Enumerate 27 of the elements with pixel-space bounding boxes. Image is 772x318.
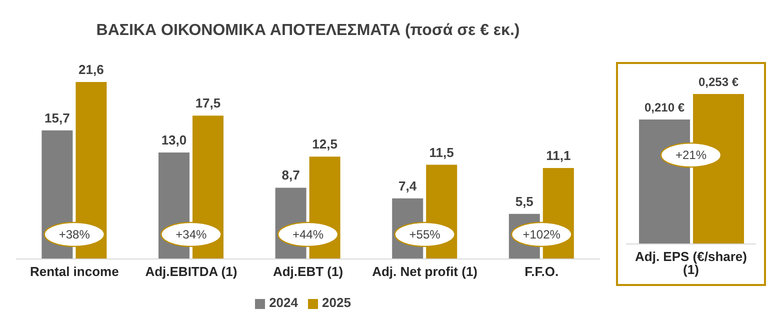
data-label: 13,0 xyxy=(161,132,187,148)
data-label: 11,1 xyxy=(546,148,571,164)
x-tick-label: Adj.EBITDA (1) xyxy=(145,264,238,280)
data-label: 0,210 € xyxy=(644,100,685,114)
data-label: 12,5 xyxy=(312,136,338,152)
data-label: 11,5 xyxy=(429,144,454,160)
annotation: +38% xyxy=(58,227,90,242)
x-tick-label: Adj. Net profit (1) xyxy=(372,264,478,280)
data-label: 21,6 xyxy=(78,62,104,77)
x-tick-label: Rental income xyxy=(30,264,119,280)
data-label: 0,253 € xyxy=(698,75,739,89)
legend-label: 2025 xyxy=(322,295,351,310)
annotation: +34% xyxy=(176,227,208,242)
x-tick-label: Adj. EPS (€/share) (1) xyxy=(635,249,747,278)
annotation: +102% xyxy=(522,227,561,242)
data-label: 17,5 xyxy=(195,96,221,111)
annotation: +55% xyxy=(409,227,441,242)
chart-title: ΒΑΣΙΚΑ ΟΙΚΟΝΟΜΙΚΑ ΑΠΟΤΕΛΕΣΜΑΤΑ (ποσά σε € εκ.) xyxy=(95,21,521,41)
annotation: +44% xyxy=(292,227,324,242)
data-label: 8,7 xyxy=(282,168,300,183)
data-label: 5,5 xyxy=(515,194,534,209)
data-label: 15,7 xyxy=(44,110,70,126)
x-tick-label: Adj.EBT (1) xyxy=(272,264,344,280)
annotation: +21% xyxy=(675,148,707,162)
legend-label: 2024 xyxy=(269,295,298,310)
x-tick-label: F.F.O. xyxy=(524,264,559,280)
data-label: 7,4 xyxy=(398,178,418,194)
